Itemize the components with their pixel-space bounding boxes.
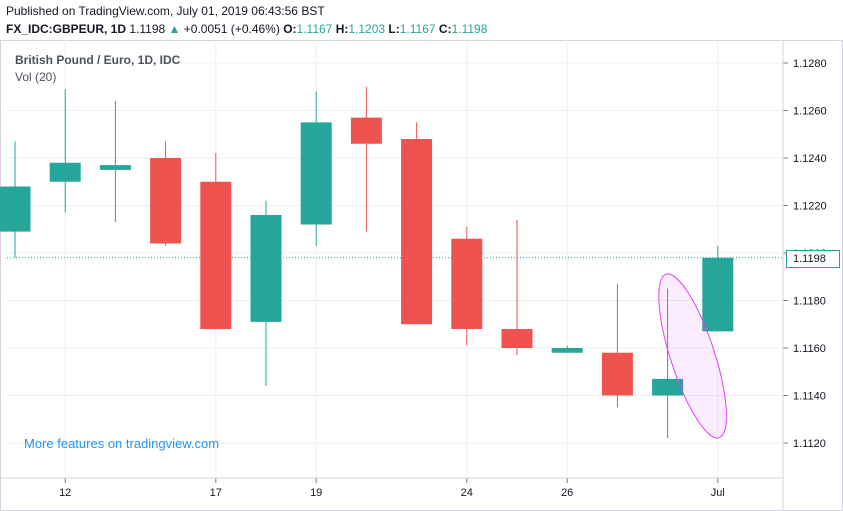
low-label: L:	[388, 22, 400, 36]
candle-body	[702, 257, 734, 332]
candle-body	[250, 215, 282, 322]
x-tick-label: 24	[461, 487, 473, 499]
y-tick-label: 1.1140	[793, 391, 826, 403]
x-tick-label: 12	[59, 487, 71, 499]
up-arrow-icon: ▲	[168, 22, 181, 36]
high-label: H:	[335, 22, 349, 36]
candle-body	[99, 165, 131, 170]
candle-body	[300, 122, 332, 225]
volume-indicator-label[interactable]: Vol (20)	[15, 70, 57, 84]
x-tick-label: Jul	[711, 487, 725, 499]
candle-body	[49, 162, 81, 182]
candle-body	[200, 181, 232, 329]
symbol-label: FX_IDC:GBPEUR, 1D	[6, 22, 127, 36]
low-value: 1.1167	[399, 22, 436, 36]
tradingview-promo-link[interactable]: More features on tradingview.com	[24, 436, 220, 451]
price-change: +0.0051 (+0.46%)	[183, 22, 280, 36]
candle-body	[501, 329, 533, 348]
candle-body	[451, 238, 483, 329]
x-tick-label: 26	[561, 487, 573, 499]
y-tick-label: 1.1240	[793, 153, 827, 165]
annotation-ellipse	[658, 273, 727, 439]
x-tick-label: 19	[310, 487, 322, 499]
y-tick-label: 1.1280	[793, 58, 827, 70]
symbol-quote-line: FX_IDC:GBPEUR, 1D 1.1198 ▲ +0.0051 (+0.4…	[6, 22, 487, 36]
y-tick-label: 1.1120	[793, 438, 826, 450]
candle-body	[401, 139, 433, 325]
published-label: Published on TradingView.com, July 01, 2…	[6, 4, 325, 18]
open-label: O:	[283, 22, 297, 36]
candle-body	[551, 348, 583, 353]
last-price: 1.1198	[129, 22, 166, 36]
high-value: 1.1203	[348, 22, 386, 36]
candle-body	[601, 352, 633, 396]
x-tick-label: 17	[210, 487, 222, 499]
close-label: C:	[438, 22, 452, 36]
y-tick-label: 1.1160	[793, 343, 826, 355]
candle-body	[350, 117, 382, 144]
close-value: 1.1198	[451, 22, 488, 36]
candle-body	[150, 158, 182, 244]
candle-body	[0, 186, 31, 232]
open-value: 1.1167	[296, 22, 333, 36]
y-tick-label: 1.1180	[793, 296, 826, 308]
y-tick-label: 1.1260	[793, 106, 827, 118]
chart-legend-title[interactable]: British Pound / Euro, 1D, IDC	[15, 53, 181, 67]
y-tick-label: 1.1220	[793, 201, 827, 213]
candle-body	[652, 378, 684, 396]
last-price-tag: 1.1198	[786, 250, 840, 268]
